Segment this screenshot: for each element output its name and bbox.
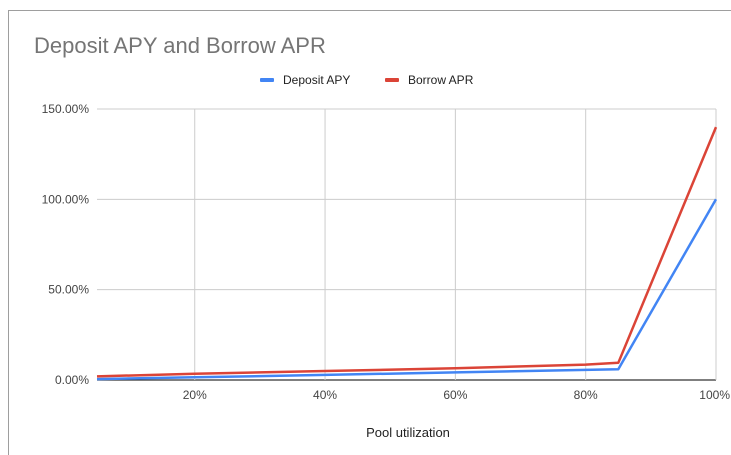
x-tick-label: 20%	[183, 388, 207, 402]
y-tick-label: 50.00%	[48, 283, 89, 297]
chart-legend: Deposit APY Borrow APR	[260, 73, 474, 87]
y-tick-label: 100.00%	[42, 192, 90, 206]
y-tick-label: 0.00%	[55, 373, 89, 387]
y-axis-tick-labels: 0.00% 50.00% 100.00% 150.00%	[42, 102, 90, 387]
x-tick-label: 100%	[699, 388, 730, 402]
x-tick-label: 80%	[574, 388, 598, 402]
chart-title: Deposit APY and Borrow APR	[34, 33, 326, 58]
legend-swatch	[260, 78, 274, 82]
legend-label: Borrow APR	[408, 73, 474, 87]
chart-series	[96, 126, 718, 381]
x-axis-label: Pool utilization	[366, 425, 450, 440]
chart-frame	[8, 10, 731, 455]
series-line-deposit-apy	[96, 198, 718, 381]
y-tick-label: 150.00%	[42, 102, 90, 116]
legend-label: Deposit APY	[283, 73, 350, 87]
series-line-borrow-apr	[96, 126, 718, 378]
x-tick-label: 60%	[443, 388, 467, 402]
x-tick-label: 40%	[313, 388, 337, 402]
chart-grid	[97, 108, 717, 381]
x-axis-tick-labels: 20% 40% 60% 80% 100%	[183, 388, 731, 402]
legend-swatch	[385, 78, 399, 82]
